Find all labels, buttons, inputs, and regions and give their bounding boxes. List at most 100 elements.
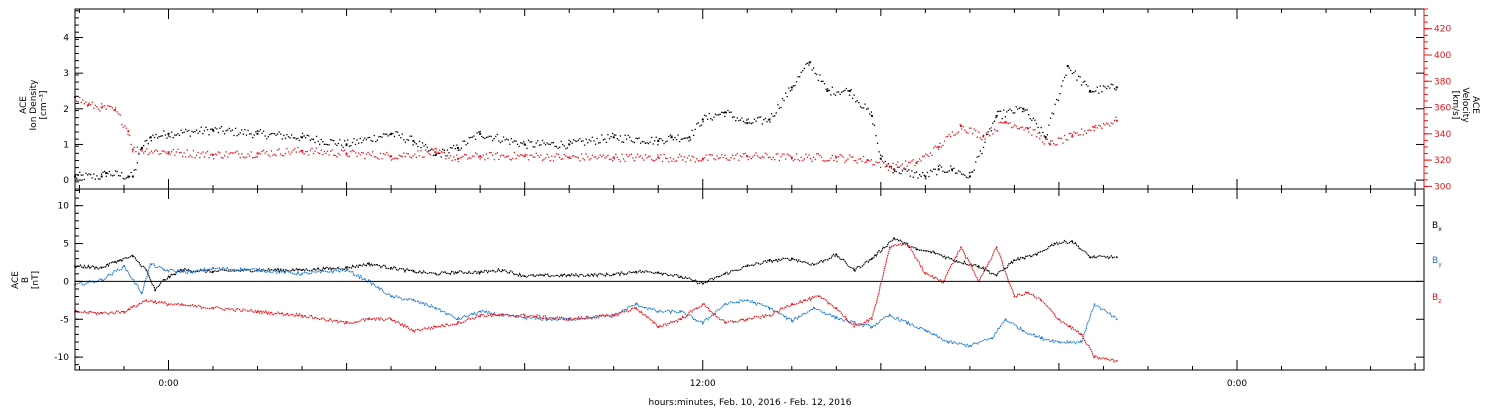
velocity-sample-460: [791, 158, 793, 160]
density-sample-67: [178, 134, 181, 136]
density-point-5: [140, 147, 143, 149]
velocity-sample-204: [392, 158, 394, 160]
density-sample-521: [886, 165, 888, 167]
density-sample-477: [817, 79, 819, 82]
velocity-sample-86: [208, 157, 210, 159]
density-sample-154: [314, 141, 316, 144]
bz-point-12: [434, 325, 437, 328]
density-sample-225: [425, 143, 427, 146]
density-sample-470: [806, 62, 809, 64]
density-sample-36: [130, 171, 132, 174]
density-sample-251: [465, 144, 467, 146]
density-sample-474: [813, 67, 815, 69]
bx-point-45: [1115, 256, 1118, 259]
by-point-22: [635, 303, 637, 305]
density-sample-124: [267, 136, 269, 138]
velocity-sample-37: [132, 151, 134, 153]
velocity-sample-268: [492, 154, 494, 156]
velocity-sample-467: [802, 159, 804, 161]
density-sample-34: [127, 176, 129, 179]
density-sample-578: [975, 161, 977, 163]
density-sample-305: [549, 143, 551, 146]
density-sample-407: [708, 112, 710, 115]
density-sample-160: [323, 143, 325, 145]
velocity-sample-545: [923, 155, 925, 157]
density-sample-250: [464, 140, 466, 142]
velocity-sample-6: [83, 103, 85, 105]
density-sample-552: [934, 168, 936, 170]
bz-point-14: [479, 314, 481, 317]
density-sample-537: [911, 170, 913, 172]
velocity-sample-379: [665, 157, 667, 159]
bx-point-43: [1071, 240, 1074, 243]
density-sample-345: [612, 132, 614, 135]
bx-point-38: [977, 265, 980, 268]
velocity-sample-117: [256, 156, 258, 158]
bx-point-10: [301, 269, 303, 271]
velocity-sample-293: [531, 154, 533, 156]
bz-point-2: [123, 310, 125, 313]
density-sample-591: [995, 117, 997, 119]
bz-point-10: [390, 318, 392, 321]
density-point-17: [523, 143, 526, 146]
density-sample-525: [892, 172, 894, 174]
density-sample-9: [88, 173, 90, 175]
velocity-sample-124: [267, 154, 269, 156]
velocity-sample-405: [705, 154, 707, 156]
density-sample-592: [996, 110, 999, 113]
velocity-sample-357: [630, 153, 632, 155]
bz-point-26: [804, 299, 807, 302]
velocity-sample-536: [909, 161, 911, 164]
x-tick-label-2: 0:00: [1227, 379, 1247, 389]
density-sample-471: [808, 64, 810, 66]
velocity-sample-232: [435, 148, 438, 150]
density-sample-575: [970, 171, 972, 173]
velocity-point-21: [790, 156, 793, 159]
density-sample-98: [227, 129, 229, 131]
velocity-sample-564: [953, 134, 955, 136]
velocity-sample-520: [884, 166, 886, 168]
density-sample-309: [555, 145, 558, 148]
bx-point-2: [114, 260, 116, 263]
density-sample-543: [920, 175, 922, 177]
velocity-sample-65: [175, 151, 177, 153]
density-sample-496: [847, 90, 849, 92]
velocity-sample-269: [493, 159, 495, 161]
density-sample-223: [421, 142, 424, 144]
velocity-sample-625: [1048, 142, 1050, 144]
velocity-sample-433: [749, 156, 751, 158]
density-sample-76: [192, 131, 195, 133]
density-sample-240: [448, 152, 450, 154]
density-point-43: [1115, 86, 1118, 89]
density-sample-557: [942, 170, 944, 172]
bz-point-18: [635, 307, 637, 309]
velocity-sample-555: [939, 142, 941, 144]
velocity-sample-324: [579, 160, 581, 162]
bx-point-1: [100, 266, 103, 269]
density-sample-532: [903, 168, 905, 170]
velocity-sample-196: [379, 152, 382, 154]
density-sample-601: [1010, 110, 1013, 112]
density-point-16: [479, 132, 482, 135]
velocity-tick-label-5: 400: [1434, 51, 1451, 61]
density-point-7: [167, 132, 170, 135]
density-sample-425: [736, 117, 738, 119]
velocity-sample-655: [1095, 124, 1097, 127]
bx-point-40: [1013, 259, 1016, 262]
density-sample-122: [264, 135, 266, 137]
velocity-sample-78: [195, 154, 198, 156]
velocity-sample-391: [683, 156, 685, 158]
velocity-sample-597: [1004, 122, 1006, 124]
density-sample-352: [622, 141, 625, 143]
velocity-sample-541: [917, 160, 919, 163]
by-point-45: [1093, 303, 1096, 305]
density-sample-515: [876, 142, 879, 144]
velocity-sample-424: [735, 154, 737, 156]
density-sample-548: [928, 175, 930, 178]
density-sample-585: [986, 133, 988, 136]
density-sample-338: [601, 134, 603, 136]
velocity-point-17: [612, 156, 615, 159]
density-sample-313: [562, 143, 564, 146]
density-sample-427: [739, 119, 742, 121]
density-sample-457: [786, 96, 788, 98]
